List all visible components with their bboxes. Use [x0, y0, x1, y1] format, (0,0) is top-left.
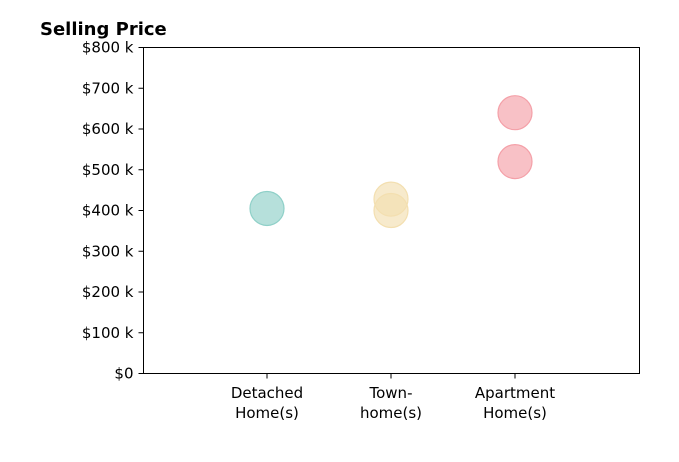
y-tick-label: $400 k — [82, 202, 134, 220]
y-tick-label: $500 k — [82, 161, 134, 179]
y-tick-label: $0 — [114, 365, 133, 383]
x-tick-label: Home(s) — [235, 404, 299, 422]
y-tick-label: $600 k — [82, 120, 134, 138]
data-point — [497, 95, 533, 131]
x-tick-label: Home(s) — [483, 404, 547, 422]
chart-marks — [249, 95, 533, 229]
x-tick-label: Detached — [231, 384, 303, 402]
data-point — [497, 144, 533, 180]
data-point — [373, 192, 409, 229]
x-tick-label: Apartment — [475, 384, 555, 402]
data-point — [249, 190, 285, 227]
y-tick-label: $700 k — [82, 79, 134, 97]
x-tick-label: Town- — [369, 384, 413, 402]
y-axis: $0 $100 k $200 k $300 k $400 k $500 k $600 k $7… — [82, 39, 144, 383]
y-tick-label: $800 k — [82, 39, 134, 57]
y-tick-label: $200 k — [82, 283, 134, 301]
chart-title: Selling Price — [40, 19, 167, 40]
y-tick-label: $300 k — [82, 242, 134, 260]
x-tick-label: home(s) — [360, 404, 422, 422]
x-axis: Detached Home(s) Town-home(s) Apartment Home… — [231, 373, 555, 422]
y-tick-label: $100 k — [82, 324, 134, 342]
